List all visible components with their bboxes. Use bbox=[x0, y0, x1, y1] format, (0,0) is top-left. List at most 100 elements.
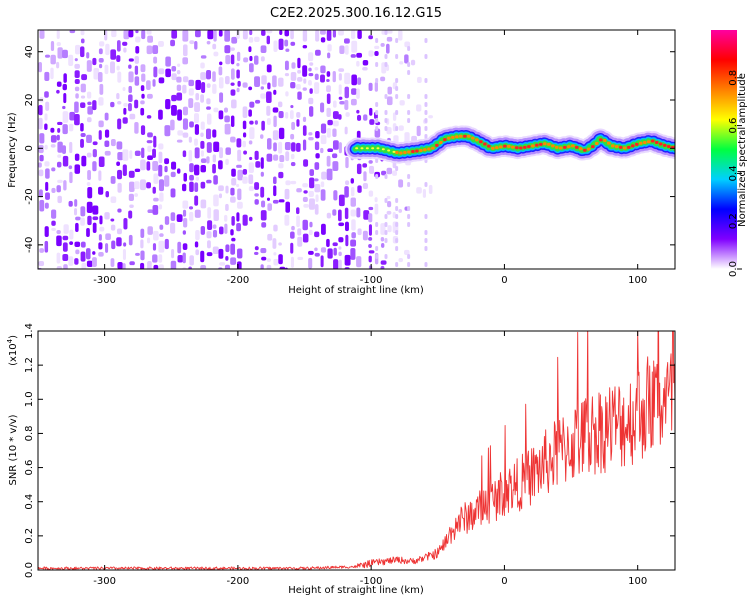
heatmap-cell bbox=[218, 193, 223, 199]
heatmap-cell bbox=[201, 81, 206, 94]
ridge-core bbox=[615, 145, 619, 149]
heatmap-cell bbox=[273, 252, 277, 256]
heatmap-cell bbox=[320, 147, 324, 154]
heatmap-cell bbox=[407, 110, 411, 115]
heatmap-cell bbox=[117, 118, 122, 130]
heatmap-cell bbox=[236, 51, 241, 62]
heatmap-cell bbox=[98, 186, 104, 195]
heatmap-cell bbox=[123, 47, 127, 53]
heatmap-cell bbox=[368, 224, 372, 236]
colorbar-bar bbox=[711, 30, 737, 269]
heatmap-cell bbox=[141, 147, 145, 159]
heatmap-cell bbox=[266, 258, 271, 263]
heatmap-cell bbox=[407, 214, 411, 219]
heatmap-cell bbox=[218, 66, 223, 76]
heatmap-cell bbox=[407, 182, 411, 187]
heatmap-cell bbox=[285, 180, 291, 186]
heatmap-cell bbox=[242, 140, 246, 148]
heatmap-cell bbox=[146, 237, 151, 244]
heatmap-cell bbox=[260, 157, 264, 169]
heatmap-cell bbox=[153, 56, 158, 64]
heatmap-cell bbox=[140, 179, 146, 191]
heatmap-cell bbox=[182, 243, 188, 251]
ridge-core bbox=[527, 145, 531, 149]
heatmap-cell bbox=[56, 185, 61, 193]
heatmap-cell bbox=[407, 222, 411, 227]
heatmap-cell bbox=[123, 107, 127, 115]
heatmap-cell bbox=[182, 106, 188, 116]
heatmap-cell bbox=[57, 47, 63, 59]
heatmap-cell bbox=[290, 41, 296, 46]
heatmap-cell bbox=[261, 75, 267, 85]
heatmap-cell bbox=[404, 249, 410, 255]
heatmap-cell bbox=[261, 30, 266, 36]
heatmap-cell bbox=[135, 252, 140, 256]
heatmap-cell bbox=[368, 265, 373, 269]
heatmap-cell bbox=[326, 238, 330, 248]
heatmap-cell bbox=[303, 204, 310, 208]
heatmap-cell bbox=[404, 132, 410, 144]
heatmap-cell bbox=[284, 39, 289, 47]
heatmap-cell bbox=[422, 189, 427, 198]
heatmap-cell bbox=[128, 94, 133, 102]
heatmap-cell bbox=[290, 110, 294, 120]
heatmap-cell bbox=[278, 101, 283, 108]
heatmap-cell bbox=[236, 212, 240, 222]
heatmap-cell bbox=[297, 69, 302, 74]
heatmap-cell bbox=[128, 30, 134, 38]
heatmap-cell bbox=[327, 52, 331, 59]
heatmap-cell bbox=[290, 256, 294, 268]
heatmap-cell bbox=[363, 114, 368, 121]
heatmap-cell bbox=[207, 30, 214, 40]
heatmap-cell bbox=[302, 87, 307, 91]
heatmap-cell bbox=[39, 154, 44, 162]
heatmap-cell bbox=[51, 167, 56, 172]
heatmap-cell bbox=[266, 91, 272, 103]
heatmap-cell bbox=[74, 70, 80, 78]
heatmap-cell bbox=[231, 36, 238, 44]
heatmap-cell bbox=[303, 78, 307, 84]
heatmap-cell bbox=[407, 94, 411, 99]
heatmap-cell bbox=[45, 168, 50, 179]
heatmap-cell bbox=[395, 246, 399, 251]
heatmap-cell bbox=[212, 83, 217, 94]
heatmap-cell bbox=[56, 89, 60, 94]
heatmap-cell bbox=[219, 92, 224, 103]
heatmap-cell bbox=[134, 193, 139, 197]
heatmap-cell bbox=[189, 121, 194, 128]
heatmap-cell bbox=[57, 154, 62, 158]
heatmap-cell bbox=[345, 180, 350, 186]
heatmap-cell bbox=[384, 254, 388, 259]
heatmap-cell bbox=[116, 228, 122, 235]
heatmap-cell bbox=[153, 197, 159, 202]
heatmap-cell bbox=[116, 55, 121, 63]
heatmap-cell bbox=[254, 55, 259, 65]
heatmap-cell bbox=[302, 196, 308, 203]
heatmap-cell bbox=[68, 256, 74, 266]
heatmap-cell bbox=[224, 115, 230, 123]
heatmap-cell bbox=[384, 30, 388, 35]
x-tick-label: -200 bbox=[227, 275, 250, 286]
y-tick: 0.4 bbox=[24, 494, 675, 510]
heatmap-cell bbox=[344, 45, 349, 55]
heatmap-cell bbox=[350, 54, 356, 58]
heatmap-cell bbox=[140, 85, 145, 92]
heatmap-cell bbox=[158, 264, 164, 269]
ridge-core bbox=[651, 139, 655, 143]
heatmap-cell bbox=[278, 141, 283, 154]
heatmap-cell bbox=[375, 246, 379, 251]
ridge-core bbox=[655, 140, 659, 144]
heatmap-cell bbox=[424, 126, 428, 131]
heatmap-cell bbox=[309, 106, 314, 117]
heatmap-cell bbox=[338, 114, 342, 120]
heatmap-cell bbox=[159, 233, 164, 237]
heatmap-cell bbox=[74, 199, 78, 207]
colorbar-tick: 0.2 bbox=[728, 213, 742, 229]
heatmap-cell bbox=[104, 140, 110, 148]
heatmap-cell bbox=[177, 63, 181, 67]
heatmap-cell bbox=[375, 62, 379, 67]
heatmap-cell bbox=[254, 246, 259, 251]
heatmap-cell bbox=[351, 40, 358, 53]
heatmap-cell bbox=[152, 148, 156, 158]
heatmap-cell bbox=[333, 259, 339, 269]
